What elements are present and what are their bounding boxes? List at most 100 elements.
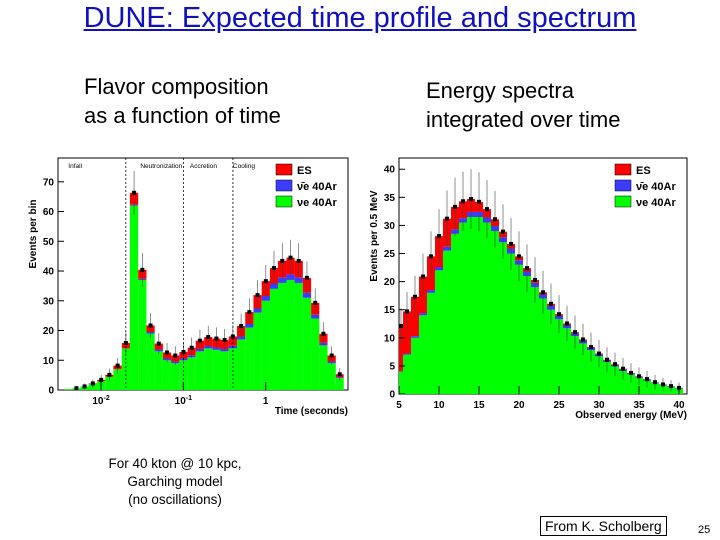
total-marker-26: [280, 258, 285, 263]
x-tick-exp-1: -1: [186, 395, 192, 402]
x-tick-label-4: 25: [553, 400, 565, 411]
bar-0-22: [245, 327, 254, 390]
total-marker-11: [156, 341, 161, 346]
bar-0-20: [228, 348, 237, 390]
page-number: 25: [698, 524, 711, 536]
bar-0-21: [563, 328, 571, 394]
total-marker-2: [82, 384, 87, 389]
bar-1-5: [435, 267, 443, 271]
total-marker-31: [645, 377, 649, 382]
bar-1-29: [302, 292, 312, 298]
x-tick-label-0: 10-2: [92, 395, 109, 407]
y-tick-label-0: 0: [389, 390, 395, 401]
legend-swatch-1: [614, 179, 632, 192]
bar-0-18: [539, 298, 547, 394]
bar-0-13: [499, 242, 507, 394]
total-marker-24: [263, 279, 268, 284]
total-marker-29: [629, 370, 633, 375]
y-tick-label-8: 40: [384, 165, 396, 176]
bar-0-18: [212, 349, 221, 390]
x-tick-label-1: 10-1: [175, 395, 192, 407]
bar-0-31: [319, 345, 328, 390]
right-subtitle-line-1: Energy spectra: [426, 78, 574, 103]
legend-swatch-0: [614, 163, 632, 176]
y-tick-label-5: 50: [43, 237, 55, 248]
total-marker-20: [557, 312, 561, 317]
total-marker-7: [453, 204, 457, 209]
y-tick-label-2: 20: [43, 326, 55, 337]
total-marker-30: [637, 374, 641, 379]
x-tick-label-6: 35: [633, 400, 645, 411]
bar-0-16: [523, 276, 531, 394]
x-tick-label-7: 40: [673, 400, 685, 411]
total-marker-8: [461, 199, 465, 204]
total-marker-25: [272, 266, 277, 271]
legend-swatch-0: [275, 163, 293, 176]
bar-0-24: [587, 350, 595, 394]
total-marker-14: [509, 241, 513, 246]
total-marker-33: [337, 372, 342, 377]
total-marker-2: [413, 294, 417, 299]
legend-label-0: ES: [297, 165, 312, 177]
total-marker-16: [525, 266, 529, 271]
y-tick-label-2: 10: [384, 333, 396, 344]
bar-0-16: [195, 351, 205, 390]
bar-0-19: [547, 309, 555, 394]
bar-0-33: [335, 378, 344, 390]
total-marker-21: [565, 321, 569, 326]
bar-0-5: [105, 376, 114, 390]
x-tick-label-2: 1: [263, 396, 269, 407]
bar-0-30: [635, 377, 643, 394]
y-tick-label-3: 15: [384, 305, 396, 316]
y-axis-label: Events per bin: [28, 200, 39, 269]
bar-0-30: [311, 318, 320, 390]
total-marker-15: [189, 345, 194, 350]
bar-0-12: [491, 231, 499, 394]
bar-0-28: [619, 370, 627, 394]
legend: ES ν̄e 40Ar νe 40Ar: [275, 163, 337, 209]
legend-swatch-2: [614, 195, 632, 208]
model-note: For 40 kton @ 10 kpc, Garching model (no…: [100, 455, 250, 509]
bar-0-6: [113, 369, 122, 390]
total-marker-5: [437, 234, 441, 239]
bar-0-11: [483, 222, 491, 394]
bar-1-24: [261, 296, 270, 301]
total-marker-20: [230, 334, 235, 339]
total-marker-31: [321, 331, 326, 336]
total-marker-15: [517, 254, 521, 259]
bar-0-4: [427, 292, 435, 394]
left-subtitle-line-2: as a function of time: [84, 103, 281, 128]
total-marker-26: [605, 357, 609, 362]
slide-title: DUNE: Expected time profile and spectrum: [83, 2, 637, 34]
bar-0-8: [129, 205, 139, 390]
bar-0-22: [571, 336, 579, 394]
total-marker-13: [501, 229, 505, 234]
bar-0-7: [121, 348, 130, 390]
y-tick-label-4: 20: [384, 277, 396, 288]
bar-0-25: [269, 288, 279, 390]
total-marker-21: [239, 324, 244, 329]
x-tick-label-0: 5: [396, 400, 402, 411]
legend-label-2: νe 40Ar: [636, 197, 676, 209]
time-profile-chart: Infall Neutronization Accretion Cooling 0 10 2…: [28, 157, 349, 417]
total-marker-24: [589, 345, 593, 350]
bar-0-9: [138, 279, 147, 390]
total-marker-32: [653, 380, 657, 385]
bars: [399, 169, 683, 394]
total-marker-12: [493, 217, 497, 222]
total-marker-10: [148, 323, 153, 328]
credit-box: From K. Scholberg: [540, 516, 667, 536]
bar-0-29: [627, 374, 635, 394]
total-marker-28: [621, 366, 625, 371]
y-tick-label-6: 60: [43, 207, 55, 218]
total-marker-32: [329, 353, 334, 358]
y-tick-label-1: 10: [43, 356, 55, 367]
bar-0-20: [555, 319, 563, 394]
bar-1-23: [253, 308, 262, 313]
bar-1-2: [411, 336, 419, 338]
bar-0-12: [162, 360, 172, 390]
total-marker-27: [613, 362, 617, 367]
right-subtitle-line-2: integrated over time: [426, 107, 621, 132]
total-marker-27: [288, 255, 293, 260]
